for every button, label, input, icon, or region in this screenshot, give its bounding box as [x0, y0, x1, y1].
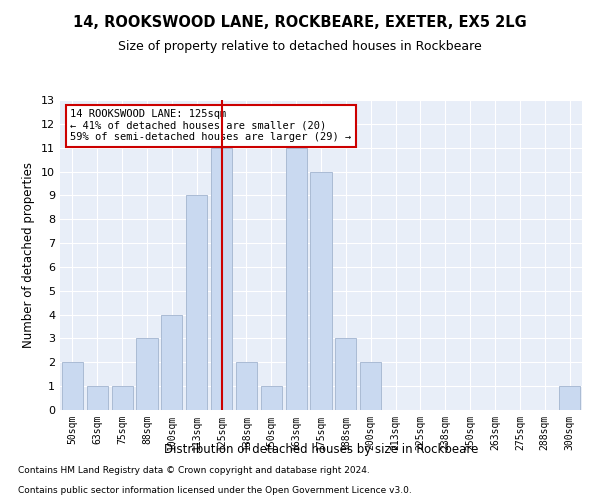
Text: Distribution of detached houses by size in Rockbeare: Distribution of detached houses by size … — [164, 442, 478, 456]
Text: 14 ROOKSWOOD LANE: 125sqm
← 41% of detached houses are smaller (20)
59% of semi-: 14 ROOKSWOOD LANE: 125sqm ← 41% of detac… — [70, 110, 352, 142]
Bar — [559, 386, 580, 410]
Bar — [87, 386, 108, 410]
Bar — [236, 362, 257, 410]
Bar — [186, 196, 207, 410]
Bar — [112, 386, 133, 410]
Text: 14, ROOKSWOOD LANE, ROCKBEARE, EXETER, EX5 2LG: 14, ROOKSWOOD LANE, ROCKBEARE, EXETER, E… — [73, 15, 527, 30]
Text: Contains public sector information licensed under the Open Government Licence v3: Contains public sector information licen… — [18, 486, 412, 495]
Text: Contains HM Land Registry data © Crown copyright and database right 2024.: Contains HM Land Registry data © Crown c… — [18, 466, 370, 475]
Y-axis label: Number of detached properties: Number of detached properties — [22, 162, 35, 348]
Bar — [261, 386, 282, 410]
Bar — [211, 148, 232, 410]
Bar — [335, 338, 356, 410]
Bar — [136, 338, 158, 410]
Bar — [286, 148, 307, 410]
Bar — [62, 362, 83, 410]
Text: Size of property relative to detached houses in Rockbeare: Size of property relative to detached ho… — [118, 40, 482, 53]
Bar — [161, 314, 182, 410]
Bar — [360, 362, 381, 410]
Bar — [310, 172, 332, 410]
